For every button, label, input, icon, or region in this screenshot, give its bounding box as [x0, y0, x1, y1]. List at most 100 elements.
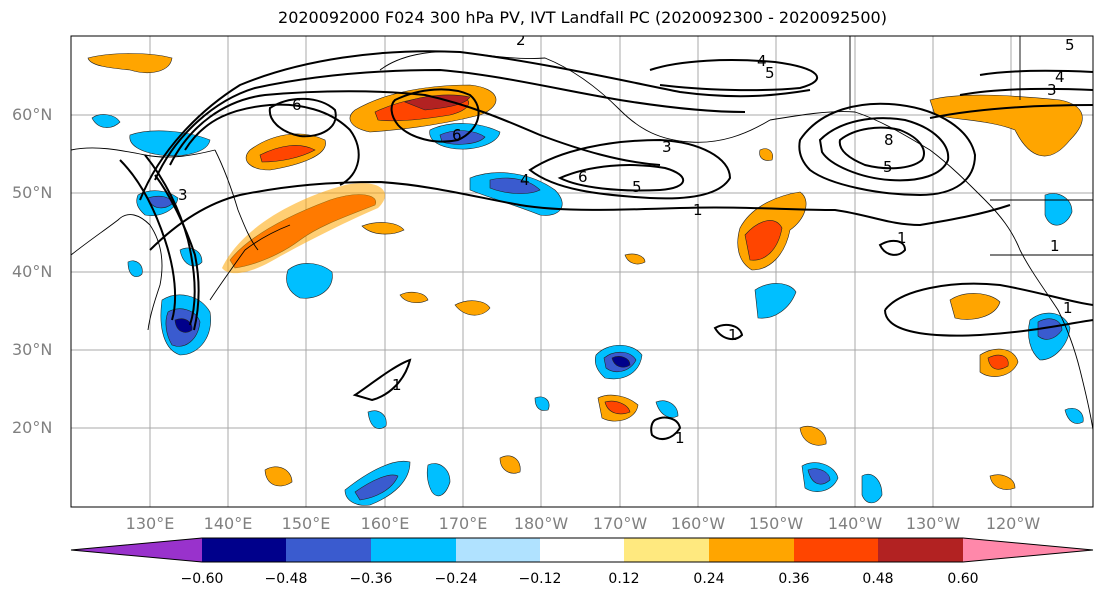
contour-label: 4	[520, 171, 530, 189]
colorbar-tick-label: 0.24	[693, 571, 725, 587]
lon-label: 160°E	[360, 514, 410, 533]
contour-ne-2	[959, 87, 1093, 96]
pv-blob-bc	[929, 94, 1083, 157]
pv-blob-south-east-core	[987, 354, 1009, 370]
contour-alaska-outer	[798, 102, 977, 197]
colorbar-outline	[70, 537, 1094, 563]
contour-6b	[390, 88, 480, 143]
contour-label: 8	[884, 131, 894, 149]
lat-label: 20°N	[12, 418, 53, 437]
contour-small-4	[878, 239, 907, 256]
pv-blob-south-4	[861, 474, 883, 504]
lon-label: 160°W	[670, 514, 726, 533]
pv-blob-kamchatka-core	[259, 145, 316, 163]
pv-blob-small-1	[454, 300, 491, 316]
pv-blob-south-3-core	[807, 468, 831, 485]
colorbar-tick-label: 0.60	[947, 571, 979, 587]
contour-label: 5	[1065, 36, 1075, 54]
contour-small-3	[713, 323, 744, 341]
contour-1-main	[149, 180, 1011, 251]
contour-label: 3	[662, 138, 672, 156]
pv-blob-calif	[949, 293, 1001, 320]
colorbar-swatch	[202, 538, 287, 562]
pv-blob-north-pac-core	[489, 177, 541, 194]
lon-label: 140°W	[827, 514, 883, 533]
contour-small-1	[352, 358, 412, 402]
contour-5	[184, 103, 360, 186]
pv-blob-small-c6	[534, 396, 550, 411]
lon-label: 180°W	[513, 514, 569, 533]
lat-label: 50°N	[12, 183, 53, 202]
colorbar-tick-label: −0.36	[349, 571, 393, 587]
colorbar	[70, 537, 1094, 563]
contour-west-3	[154, 174, 200, 331]
pv-blob-small-3	[264, 466, 293, 487]
contour-label: 5	[632, 178, 642, 196]
contour-ne-3	[929, 104, 1093, 119]
pv-blob-aleutian-max	[404, 94, 471, 111]
contour-west-2	[144, 154, 196, 326]
pv-blob-small-c7	[127, 260, 143, 277]
pv-blob-small-c5	[1064, 408, 1084, 424]
pv-blob-small-4	[499, 455, 521, 474]
colorbar-swatch	[878, 538, 964, 562]
colorbar-swatch	[286, 538, 372, 562]
contour-ne	[979, 69, 1093, 76]
contour-label: 4	[757, 52, 767, 70]
pv-blob-small-6	[989, 474, 1016, 490]
lon-label: 130°W	[905, 514, 961, 533]
colorbar-tick-label: 0.36	[778, 571, 810, 587]
pv-blob-gulf-core	[744, 220, 783, 261]
contour-3	[154, 68, 746, 181]
colorbar-swatch	[371, 538, 457, 562]
contour-label: 1	[1063, 299, 1073, 317]
pv-blob-ne-pac	[286, 263, 333, 299]
pv-blob-small-5	[799, 425, 827, 446]
contour-label: 5	[765, 64, 775, 82]
lon-label: 150°W	[748, 514, 804, 533]
colorbar-tick-label: −0.12	[518, 571, 562, 587]
contour-label: 2	[516, 31, 526, 49]
lat-label: 40°N	[12, 262, 53, 281]
pv-blob-small-7	[624, 253, 646, 265]
pv-blob-center-max	[611, 356, 631, 368]
colorbar-tick-label: −0.60	[180, 571, 224, 587]
colorbar-swatch	[624, 538, 710, 562]
lon-label: 120°W	[985, 514, 1041, 533]
pv-blob-oregon	[1044, 193, 1073, 226]
colorbar-tick-label: 0.48	[862, 571, 894, 587]
contour-5b	[557, 164, 685, 192]
pv-blob-small-2	[399, 291, 429, 304]
contour-3b	[528, 138, 732, 200]
pv-blob-small-c2	[655, 400, 679, 418]
contour-label: 1	[728, 326, 738, 344]
pv-blob-small-8	[361, 222, 405, 235]
contour-label: 1	[392, 376, 402, 394]
pv-blob-mid-pac	[754, 283, 797, 319]
contour-4	[169, 90, 661, 166]
lat-label: 60°N	[12, 105, 53, 124]
colorbar-extend-high	[963, 538, 1093, 562]
colorbar-tick-label: 0.12	[608, 571, 640, 587]
pv-blob-south-2	[426, 463, 451, 497]
colorbar-swatch	[540, 538, 625, 562]
pv-blob-nw-small	[87, 53, 173, 73]
contour-2	[139, 50, 811, 201]
lat-label: 30°N	[12, 340, 53, 359]
colorbar-tick-label: −0.48	[264, 571, 308, 587]
contour-alaska-mid	[818, 117, 950, 182]
pv-blob-small-c1	[367, 410, 387, 429]
contour-label: 5	[883, 158, 893, 176]
colorbar-swatch	[794, 538, 879, 562]
ivt-contours	[119, 50, 1093, 441]
contour-label: 3	[178, 186, 188, 204]
pv-blob-small-c3	[91, 114, 121, 128]
pv-blob-hawaii-n-core	[604, 400, 631, 415]
contour-label: 6	[578, 168, 588, 186]
contour-4-top	[649, 59, 819, 92]
lon-label: 130°E	[125, 514, 175, 533]
contour-west	[119, 159, 177, 321]
pv-blob-jet-outer	[222, 183, 386, 274]
lon-label: 170°E	[438, 514, 488, 533]
